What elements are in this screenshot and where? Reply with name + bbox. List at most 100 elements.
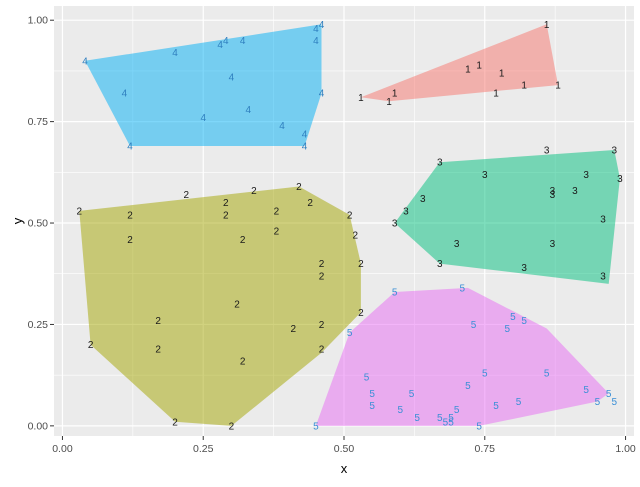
y-axis-title: y (10, 217, 25, 224)
hull-layer (79, 24, 620, 426)
point-label-group-1: 1 (555, 81, 561, 92)
point-label-group-5: 5 (516, 397, 522, 408)
point-label-group-2: 2 (347, 210, 353, 221)
point-label-group-2: 2 (172, 417, 178, 428)
hull-group-2 (79, 186, 361, 426)
point-label-group-2: 2 (274, 227, 280, 238)
point-label-group-3: 3 (612, 146, 618, 157)
point-label-group-3: 3 (454, 239, 460, 250)
point-label-group-5: 5 (448, 417, 454, 428)
point-label-group-4: 4 (223, 36, 229, 47)
point-label-group-2: 2 (240, 356, 246, 367)
point-label-group-2: 2 (291, 324, 297, 335)
point-label-group-3: 3 (550, 186, 556, 197)
point-label-layer: 1 111 111111222222222222222222222222222233… (77, 20, 624, 433)
point-label-group-2: 2 (234, 300, 240, 311)
point-label-group-5: 5 (612, 397, 618, 408)
point-label-group-3: 3 (600, 271, 606, 282)
point-label-group-3: 3 (600, 214, 606, 225)
point-label-group-4: 4 (319, 20, 325, 31)
point-label-group-4: 4 (240, 36, 246, 47)
point-label-group-5: 5 (398, 405, 404, 416)
point-label-group-5: 5 (465, 381, 471, 392)
point-label-group-3: 3 (550, 239, 556, 250)
point-label-group-2: 2 (223, 210, 229, 221)
point-label-group-2: 2 (155, 316, 161, 327)
x-tick-label: 0.00 (52, 443, 73, 455)
point-label-group-2: 2 (77, 206, 83, 217)
point-label-group-4: 4 (122, 89, 128, 100)
point-label-group-5: 5 (313, 421, 319, 432)
point-label-group-1: 1 (358, 93, 364, 104)
point-label-group-4: 4 (82, 56, 88, 67)
point-label-group-2: 2 (296, 182, 302, 193)
point-label-group-1: 1 (386, 97, 392, 108)
point-label-group-3: 3 (550, 190, 556, 201)
point-label-group-5: 5 (409, 389, 415, 400)
point-label-group-5: 5 (454, 405, 460, 416)
point-label-group-5: 5 (493, 401, 499, 412)
x-tick-label: 0.75 (475, 443, 496, 455)
point-label-group-5: 5 (544, 369, 550, 380)
point-label-group-3: 3 (617, 174, 623, 185)
point-label-group-2: 2 (274, 206, 280, 217)
point-label-group-2: 2 (358, 259, 364, 270)
point-label-group-2: 2 (127, 235, 133, 246)
point-label-group-2: 2 (319, 259, 325, 270)
point-label-group-5: 5 (448, 413, 454, 424)
point-label-group-2: 2 (223, 198, 229, 209)
point-label-group-3: 3 (437, 158, 443, 169)
point-label-group-4: 4 (217, 40, 223, 51)
x-tick-label: 1.00 (615, 443, 636, 455)
point-label-group-5: 5 (414, 413, 420, 424)
point-label-group-5: 5 (459, 283, 465, 294)
point-label-group-2: 2 (251, 186, 257, 197)
point-label-group-2: 2 (319, 271, 325, 282)
point-label-group-3: 3 (521, 263, 527, 274)
y-tick-label: 0.00 (28, 420, 49, 432)
point-label-group-2: 2 (358, 308, 364, 319)
point-label-group-5: 5 (347, 328, 353, 339)
point-label-group-4: 4 (302, 141, 308, 152)
point-label-group-5: 5 (392, 287, 398, 298)
point-label-group-2: 2 (155, 344, 161, 355)
x-tick-label: 0.50 (334, 443, 355, 455)
point-label-group-2: 2 (319, 320, 325, 331)
point-label-group-2: 2 (352, 231, 358, 242)
point-label-group-2: 2 (88, 340, 94, 351)
y-axis: 0.00 0.25 0.50 0.75 1.00 (28, 15, 54, 432)
point-label-group-1: 1 (499, 68, 505, 79)
point-label-group-5: 5 (505, 324, 511, 335)
point-label-group-5: 5 (369, 389, 375, 400)
point-label-group-3: 3 (403, 206, 409, 217)
point-label-group-2: 2 (307, 198, 313, 209)
point-label-group-5: 5 (369, 401, 375, 412)
x-axis-title: x (341, 461, 348, 476)
hull-group-3 (394, 150, 620, 284)
point-label-group-4: 4 (313, 36, 319, 47)
point-label-group-2: 2 (319, 344, 325, 355)
point-label-group-2: 2 (184, 190, 190, 201)
hull-group-4 (85, 24, 322, 146)
point-label-group-5: 5 (521, 316, 527, 327)
point-label-group-3: 3 (437, 259, 443, 270)
point-label-group-1: 1 (465, 64, 471, 75)
point-label-group-4: 4 (172, 48, 178, 59)
y-tick-label: 1.00 (28, 15, 49, 27)
point-label-group-5: 5 (443, 417, 449, 428)
point-label-group-4: 4 (127, 141, 133, 152)
point-label-group-4: 4 (279, 121, 285, 132)
point-label-group-4: 4 (229, 72, 235, 83)
point-label-group-5: 5 (510, 312, 516, 323)
x-tick-label: 0.25 (193, 443, 214, 455)
hull-group-5 (315, 287, 609, 426)
point-label-group-3: 3 (583, 170, 589, 181)
point-label-group-3: 3 (420, 194, 426, 205)
point-label-group-5: 5 (482, 369, 488, 380)
point-label-group-1: 1 (544, 20, 550, 31)
y-tick-label: 0.25 (28, 319, 49, 331)
point-label-group-4: 4 (245, 105, 251, 116)
point-label-group-3: 3 (392, 219, 398, 230)
